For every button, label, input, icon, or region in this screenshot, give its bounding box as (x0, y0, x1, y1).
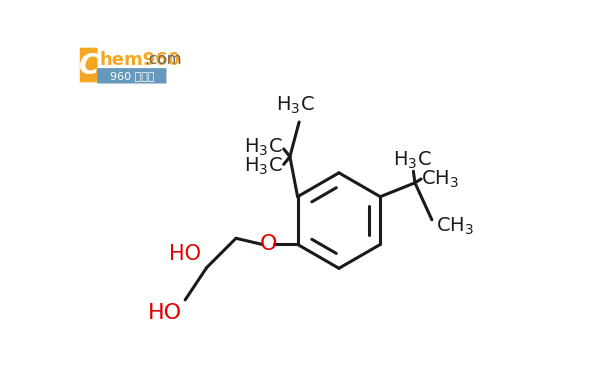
Text: $\mathregular{CH_3}$: $\mathregular{CH_3}$ (421, 168, 459, 190)
Text: $\mathregular{H_3C}$: $\mathregular{H_3C}$ (244, 155, 282, 177)
Text: $\mathregular{H_3C}$: $\mathregular{H_3C}$ (244, 137, 282, 158)
FancyBboxPatch shape (97, 68, 166, 84)
Text: $\mathregular{CH_3}$: $\mathregular{CH_3}$ (436, 215, 474, 237)
Text: HO: HO (148, 303, 182, 323)
Text: C: C (79, 52, 99, 80)
Text: $\mathregular{H_3C}$: $\mathregular{H_3C}$ (393, 149, 432, 171)
Text: O: O (260, 234, 277, 254)
Text: $\mathregular{H_3C}$: $\mathregular{H_3C}$ (276, 94, 315, 116)
Text: HO: HO (169, 244, 201, 264)
Text: 960 化工网: 960 化工网 (110, 71, 154, 81)
FancyBboxPatch shape (80, 48, 97, 82)
Text: .com: .com (144, 52, 181, 67)
Text: hem960: hem960 (99, 51, 181, 69)
